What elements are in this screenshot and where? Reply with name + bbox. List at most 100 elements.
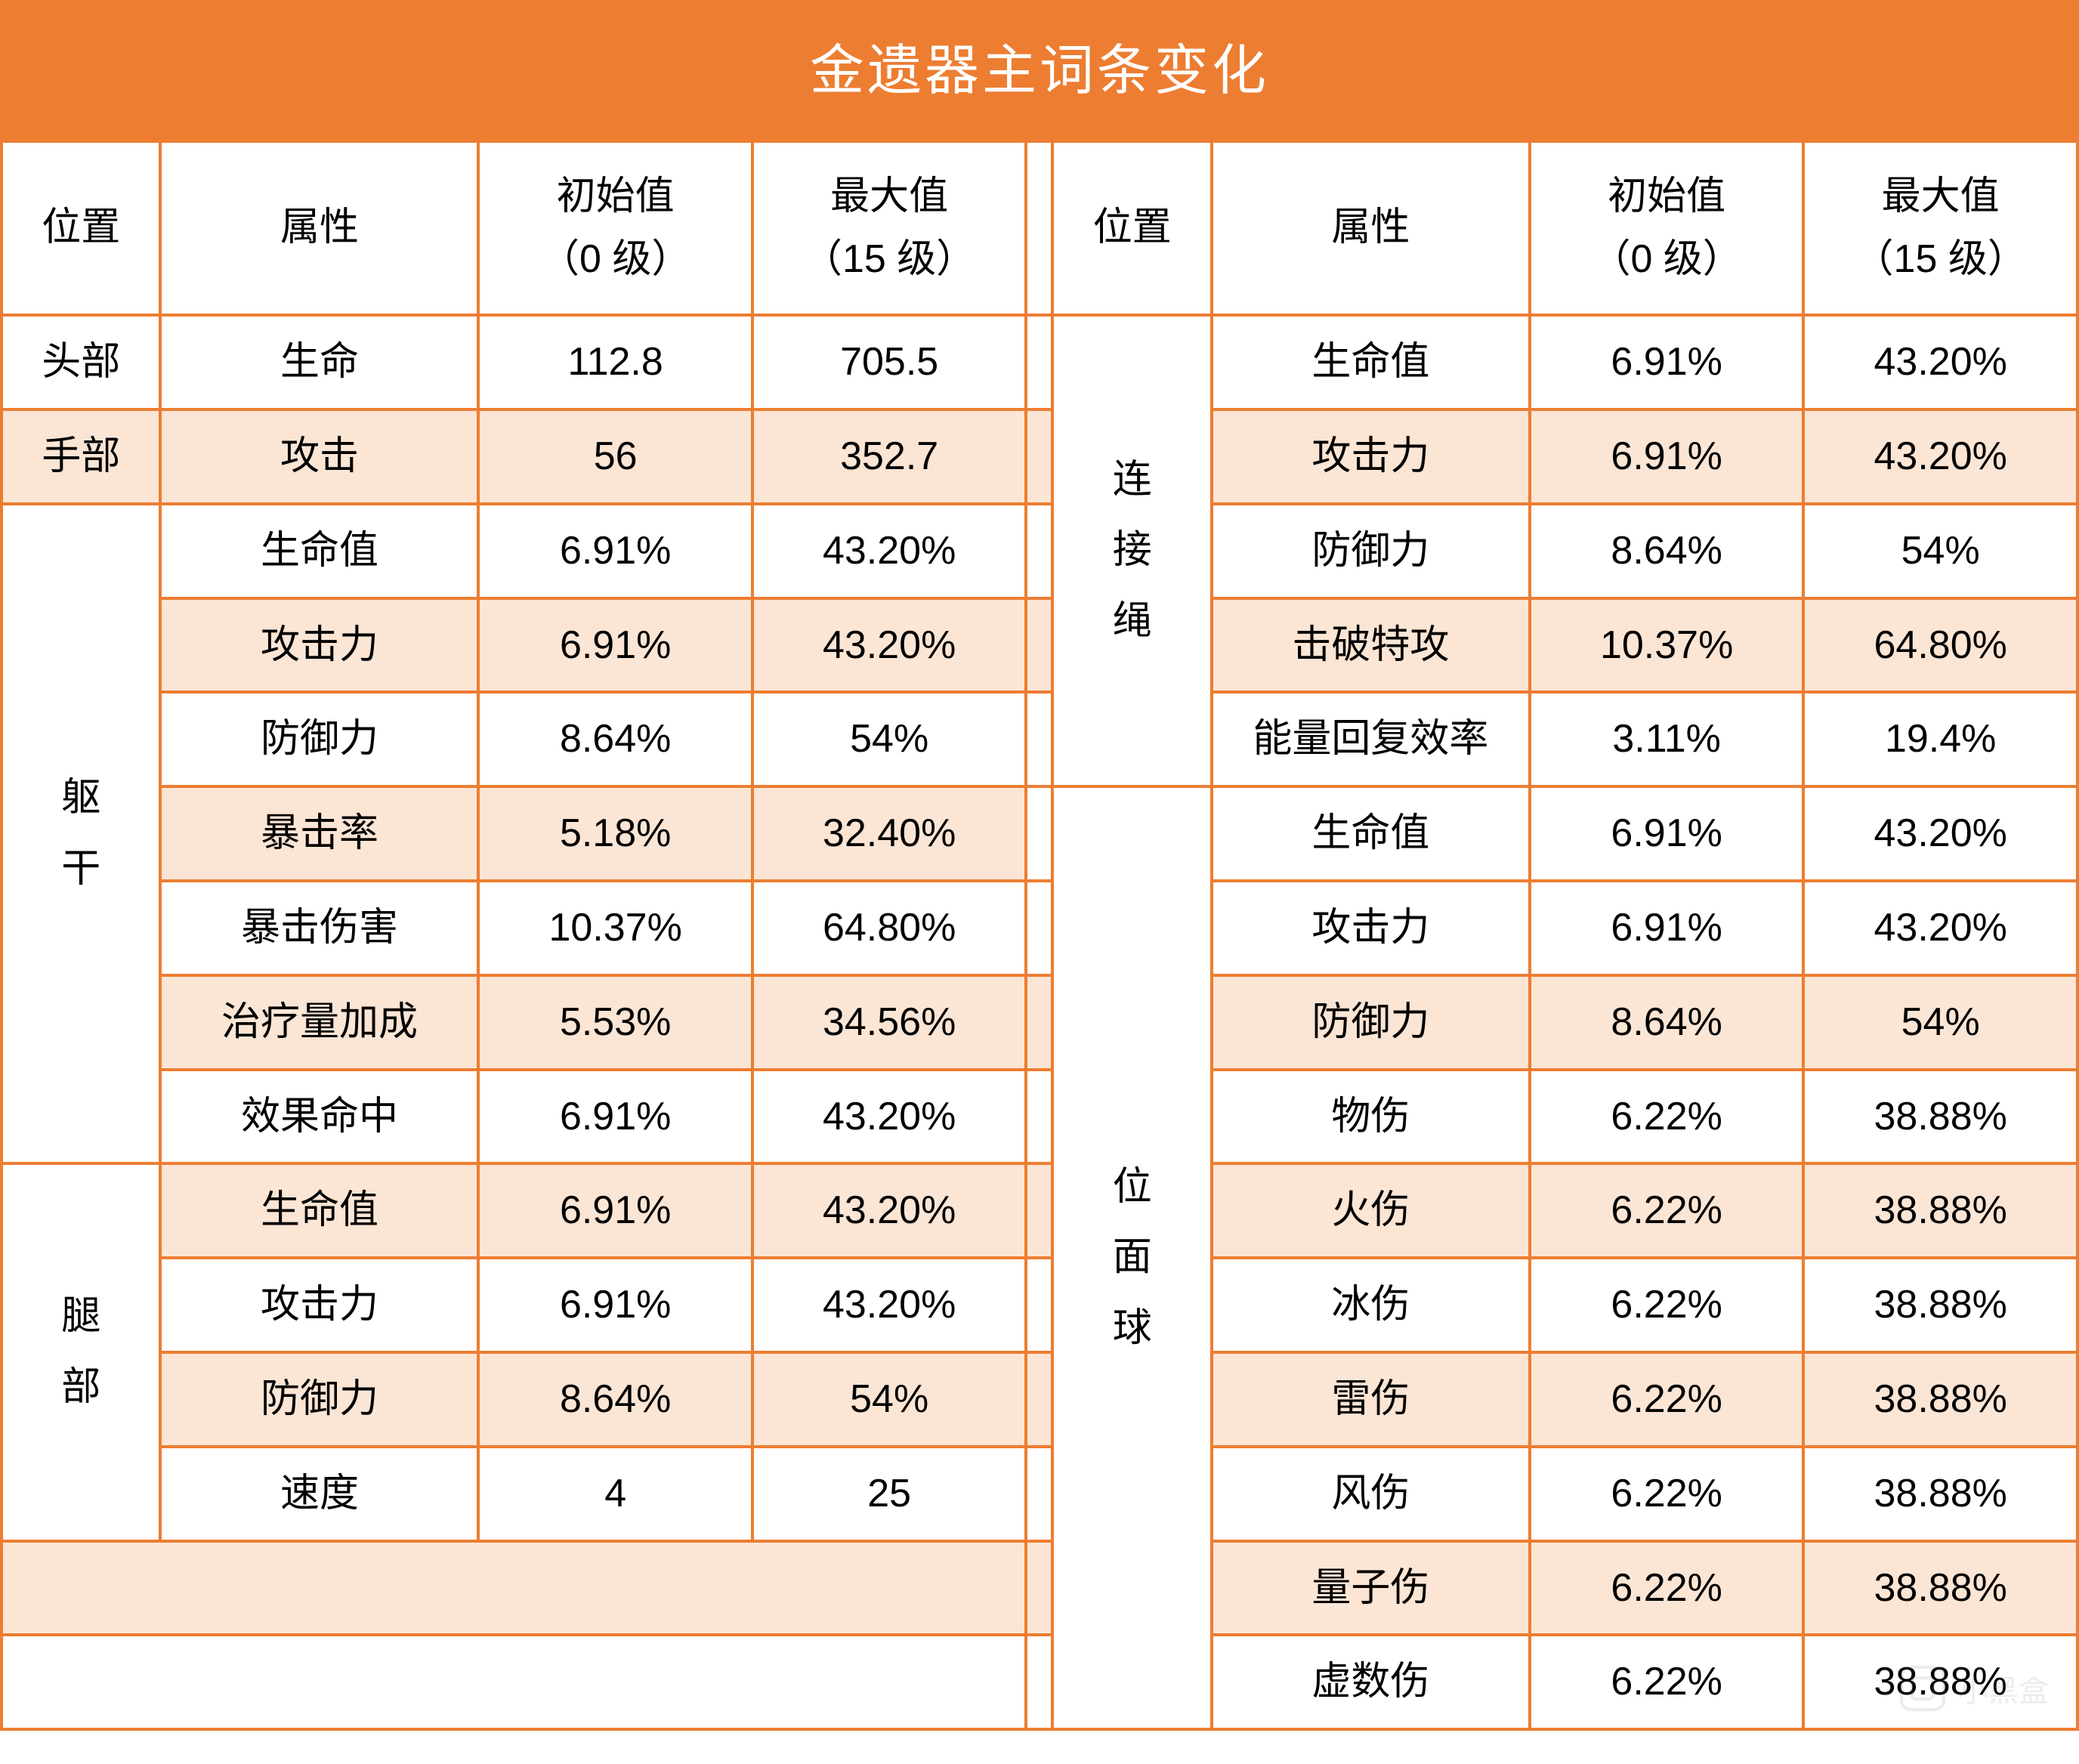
cell-max: 19.4% xyxy=(1803,692,2077,786)
cell-init: 6.22% xyxy=(1530,1541,1803,1636)
cell-max: 38.88% xyxy=(1803,1163,2077,1258)
cell-max: 43.20% xyxy=(752,598,1026,693)
cell-attr: 攻击力 xyxy=(1212,881,1530,975)
watermark: 小黑盒 xyxy=(1896,1662,2049,1715)
cell-init: 5.18% xyxy=(478,786,752,881)
cell-max: 54% xyxy=(1803,975,2077,1070)
table-row: 效果命中 6.91% 43.20% 物伤 6.22% 38.88% xyxy=(2,1070,2077,1164)
cell-attr: 防御力 xyxy=(1212,504,1530,598)
spacer xyxy=(1026,692,1052,786)
table-wrapper: 金遗器主词条变化 位置 属性 初始值（0 级） 最大值（15 级） 位置 属性 … xyxy=(0,0,2079,1731)
header-row: 位置 属性 初始值（0 级） 最大值（15 级） 位置 属性 初始值（0 级） … xyxy=(2,141,2077,315)
pos-head: 头部 xyxy=(2,315,160,409)
spacer xyxy=(1026,1258,1052,1352)
cell-init: 8.64% xyxy=(478,1352,752,1447)
cell-init: 10.37% xyxy=(478,881,752,975)
cell-attr: 暴击率 xyxy=(160,786,478,881)
cell-init: 6.22% xyxy=(1530,1163,1803,1258)
cell-max: 43.20% xyxy=(1803,881,2077,975)
col-max-left: 最大值（15 级） xyxy=(752,141,1026,315)
cell-attr: 生命 xyxy=(160,315,478,409)
col-attr-left: 属性 xyxy=(160,141,478,315)
cell-attr: 生命值 xyxy=(160,504,478,598)
cell-max: 38.88% xyxy=(1803,1447,2077,1541)
table-row: 腿部 生命值 6.91% 43.20% 火伤 6.22% 38.88% xyxy=(2,1163,2077,1258)
table-row: 躯干 生命值 6.91% 43.20% 防御力 8.64% 54% xyxy=(2,504,2077,598)
cell-attr: 暴击伤害 xyxy=(160,881,478,975)
cell-max: 38.88% xyxy=(1803,1352,2077,1447)
cell-attr: 生命值 xyxy=(160,1163,478,1258)
cell-init: 6.91% xyxy=(1530,786,1803,881)
cell-attr: 虚数伤 xyxy=(1212,1635,1530,1729)
cell-init: 6.91% xyxy=(1530,409,1803,504)
col-pos-right: 位置 xyxy=(1052,141,1211,315)
table-row: 攻击力 6.91% 43.20% 击破特攻 10.37% 64.80% xyxy=(2,598,2077,693)
pos-legs: 腿部 xyxy=(2,1163,160,1540)
empty-cell xyxy=(2,1635,1026,1729)
cell-attr: 攻击 xyxy=(160,409,478,504)
spacer xyxy=(1026,504,1052,598)
cell-init: 56 xyxy=(478,409,752,504)
cell-attr: 效果命中 xyxy=(160,1070,478,1164)
cell-init: 6.91% xyxy=(478,1070,752,1164)
cell-init: 8.64% xyxy=(1530,975,1803,1070)
cell-max: 43.20% xyxy=(752,504,1026,598)
col-attr-right: 属性 xyxy=(1212,141,1530,315)
spacer xyxy=(1026,1541,1052,1636)
cell-init: 10.37% xyxy=(1530,598,1803,693)
cell-attr: 冰伤 xyxy=(1212,1258,1530,1352)
spacer xyxy=(1026,881,1052,975)
cell-attr: 量子伤 xyxy=(1212,1541,1530,1636)
cell-attr: 物伤 xyxy=(1212,1070,1530,1164)
cell-max: 43.20% xyxy=(1803,409,2077,504)
cell-max: 54% xyxy=(752,692,1026,786)
cell-init: 6.91% xyxy=(478,1163,752,1258)
pos-rope: 连接绳 xyxy=(1052,315,1211,786)
spacer xyxy=(1026,786,1052,881)
table-row: 速度 4 25 风伤 6.22% 38.88% xyxy=(2,1447,2077,1541)
cell-max: 43.20% xyxy=(1803,315,2077,409)
cell-attr: 能量回复效率 xyxy=(1212,692,1530,786)
spacer xyxy=(1026,315,1052,409)
table-row: 防御力 8.64% 54% 能量回复效率 3.11% 19.4% xyxy=(2,692,2077,786)
table-title: 金遗器主词条变化 xyxy=(2,2,2077,141)
spacer xyxy=(1026,975,1052,1070)
spacer xyxy=(1026,1163,1052,1258)
table-row: 攻击力 6.91% 43.20% 冰伤 6.22% 38.88% xyxy=(2,1258,2077,1352)
table-row: 防御力 8.64% 54% 雷伤 6.22% 38.88% xyxy=(2,1352,2077,1447)
cell-max: 38.88% xyxy=(1803,1070,2077,1164)
cell-attr: 治疗量加成 xyxy=(160,975,478,1070)
cell-attr: 生命值 xyxy=(1212,786,1530,881)
col-pos-left: 位置 xyxy=(2,141,160,315)
col-init-right: 初始值（0 级） xyxy=(1530,141,1803,315)
cell-attr: 防御力 xyxy=(160,692,478,786)
watermark-text: 小黑盒 xyxy=(1958,1667,2049,1710)
table-row: 暴击率 5.18% 32.40% 位面球 生命值 6.91% 43.20% xyxy=(2,786,2077,881)
table-row: 量子伤 6.22% 38.88% xyxy=(2,1541,2077,1636)
table-row: 暴击伤害 10.37% 64.80% 攻击力 6.91% 43.20% xyxy=(2,881,2077,975)
spacer xyxy=(1026,598,1052,693)
watermark-icon xyxy=(1896,1662,1949,1715)
spacer xyxy=(1026,409,1052,504)
cell-max: 64.80% xyxy=(752,881,1026,975)
cell-max: 43.20% xyxy=(752,1258,1026,1352)
cell-init: 6.22% xyxy=(1530,1635,1803,1729)
empty-cell xyxy=(2,1541,1026,1636)
cell-init: 6.22% xyxy=(1530,1447,1803,1541)
cell-max: 64.80% xyxy=(1803,598,2077,693)
table-row: 手部 攻击 56 352.7 攻击力 6.91% 43.20% xyxy=(2,409,2077,504)
table-row: 虚数伤 6.22% 38.88% xyxy=(2,1635,2077,1729)
cell-attr: 防御力 xyxy=(1212,975,1530,1070)
cell-attr: 攻击力 xyxy=(1212,409,1530,504)
cell-init: 8.64% xyxy=(478,692,752,786)
cell-attr: 风伤 xyxy=(1212,1447,1530,1541)
cell-init: 6.91% xyxy=(1530,881,1803,975)
cell-attr: 火伤 xyxy=(1212,1163,1530,1258)
cell-init: 6.91% xyxy=(478,504,752,598)
cell-init: 112.8 xyxy=(478,315,752,409)
cell-max: 43.20% xyxy=(752,1163,1026,1258)
spacer xyxy=(1026,1070,1052,1164)
cell-init: 4 xyxy=(478,1447,752,1541)
cell-max: 38.88% xyxy=(1803,1258,2077,1352)
cell-init: 6.22% xyxy=(1530,1352,1803,1447)
